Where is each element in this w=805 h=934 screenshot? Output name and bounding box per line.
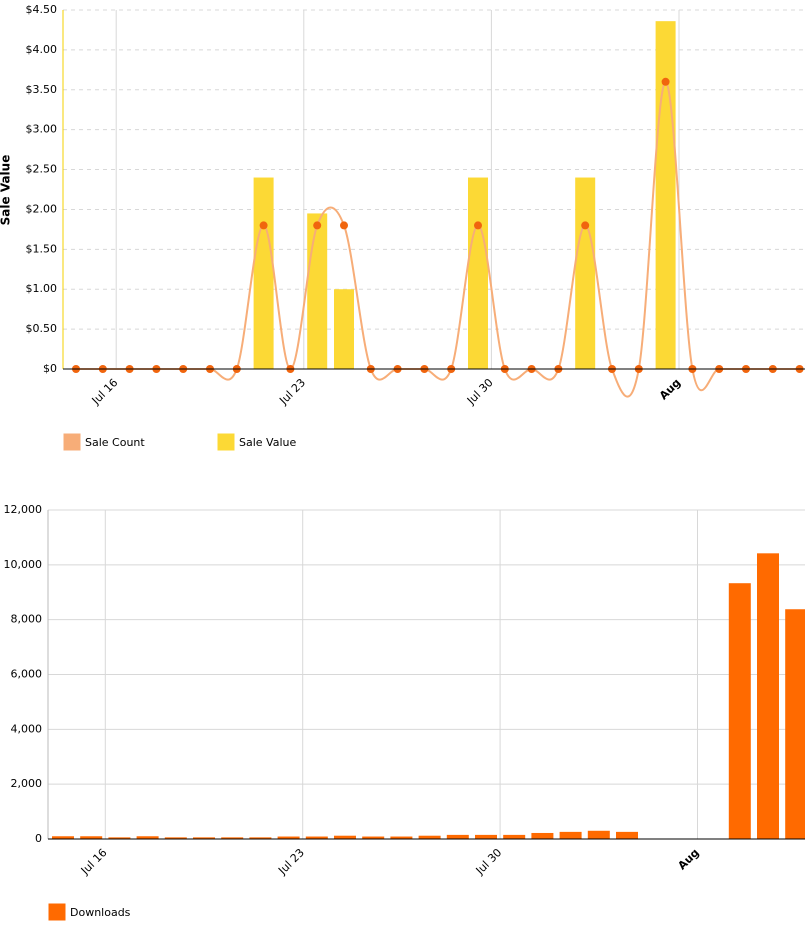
bar	[80, 836, 103, 839]
bar	[52, 836, 74, 839]
bar	[334, 289, 354, 369]
bar	[334, 835, 356, 839]
x-tick-label: Jul 16	[78, 846, 110, 878]
bar	[728, 583, 751, 839]
bar	[249, 837, 272, 839]
bar	[164, 837, 187, 839]
bar	[307, 213, 328, 369]
bar	[193, 837, 215, 839]
y-tick-label: 8,000	[11, 613, 43, 626]
x-tick-label: Jul 30	[464, 376, 496, 408]
y-tick-label: $4.00	[26, 43, 58, 56]
point	[259, 221, 268, 230]
y-tick-label: $3.00	[26, 123, 58, 136]
x-tick-label: Jul 30	[473, 846, 505, 878]
bar	[475, 834, 497, 839]
bar	[531, 832, 554, 839]
bar	[446, 834, 469, 839]
bar	[108, 837, 131, 839]
point	[661, 77, 670, 86]
y-tick-label: $4.50	[26, 3, 58, 16]
bar	[362, 836, 385, 839]
y-tick-label: $1.50	[26, 242, 58, 255]
y-axis-title: Sale Value	[0, 155, 13, 226]
y-tick-label: 6,000	[11, 668, 43, 681]
bar	[616, 831, 638, 839]
bar	[559, 831, 582, 839]
legend-label: Sale Value	[239, 436, 296, 449]
y-tick-label: 0	[35, 832, 42, 845]
y-tick-label: 4,000	[11, 722, 43, 735]
bar	[785, 609, 805, 839]
x-tick-label: Jul 16	[89, 376, 121, 408]
bar	[468, 177, 488, 369]
x-tick-label: Jul 23	[275, 846, 307, 878]
bar	[221, 837, 244, 839]
bar	[757, 553, 779, 839]
bar	[390, 836, 413, 839]
legend-swatch	[63, 433, 81, 451]
y-tick-label: $3.50	[26, 83, 58, 96]
y-tick-label: $0	[43, 362, 57, 375]
point	[581, 221, 590, 230]
bar	[305, 836, 328, 839]
bar	[136, 836, 159, 839]
x-tick-label: Jul 23	[276, 376, 308, 408]
bar	[503, 834, 526, 839]
y-tick-label: $1.00	[26, 282, 58, 295]
legend-swatch	[48, 903, 66, 921]
line	[76, 80, 800, 398]
legend-swatch	[217, 433, 235, 451]
y-tick-label: $2.50	[26, 163, 58, 176]
bar	[587, 830, 610, 839]
bar	[655, 21, 676, 370]
y-tick-label: 2,000	[11, 777, 43, 790]
legend-label: Sale Count	[85, 436, 145, 449]
point	[340, 221, 348, 230]
bar	[277, 836, 300, 839]
point	[313, 221, 322, 230]
point	[474, 221, 482, 230]
y-tick-label: $2.00	[26, 202, 58, 215]
x-tick-label: Aug	[657, 376, 683, 402]
y-tick-label: 10,000	[4, 558, 43, 571]
bar	[575, 177, 596, 369]
bar	[418, 835, 441, 839]
y-tick-label: $0.50	[26, 322, 58, 335]
legend-label: Downloads	[70, 906, 131, 919]
x-tick-label: Aug	[675, 846, 701, 872]
bar	[253, 177, 274, 369]
y-tick-label: 12,000	[4, 503, 43, 516]
